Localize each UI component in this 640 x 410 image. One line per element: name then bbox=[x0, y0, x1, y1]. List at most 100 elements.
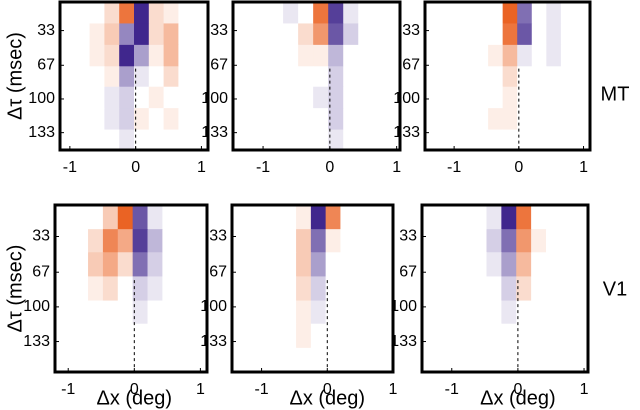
heatmap bbox=[251, 205, 393, 372]
heat-cell bbox=[313, 86, 329, 109]
heat-cell bbox=[162, 252, 178, 277]
heat-cell bbox=[325, 300, 341, 325]
heat-cell bbox=[283, 23, 299, 46]
heat-cell bbox=[502, 129, 518, 150]
heat-cell bbox=[471, 205, 487, 230]
heat-cell bbox=[444, 23, 460, 46]
heat-cell bbox=[73, 300, 89, 325]
heat-cell bbox=[355, 347, 371, 372]
heatmap bbox=[253, 2, 400, 150]
heat-cell bbox=[456, 229, 473, 253]
y-tick-label: 33 bbox=[209, 228, 227, 245]
y-tick-label: 133 bbox=[23, 333, 50, 350]
x-tick-label: 0 bbox=[323, 381, 332, 398]
heat-cell bbox=[502, 44, 518, 67]
x-tick-label: 0 bbox=[513, 381, 522, 398]
heat-cell bbox=[358, 66, 374, 88]
heat-cell bbox=[102, 252, 119, 277]
heat-cell bbox=[325, 276, 341, 302]
heat-cell bbox=[488, 129, 504, 150]
heat-cell bbox=[458, 23, 475, 46]
heat-cell bbox=[546, 44, 562, 67]
heat-cell bbox=[134, 129, 150, 150]
heat-cell bbox=[251, 347, 267, 372]
heat-cell bbox=[266, 229, 282, 253]
heat-cell bbox=[456, 347, 473, 372]
heat-cell bbox=[73, 252, 89, 277]
heat-cell bbox=[281, 252, 297, 277]
heat-cell bbox=[88, 205, 104, 230]
heat-cell bbox=[384, 300, 393, 325]
heat-cell bbox=[575, 108, 590, 131]
heat-cell bbox=[178, 129, 194, 150]
heat-cell bbox=[373, 23, 389, 46]
x-tick-label: -1 bbox=[445, 381, 459, 398]
x-tick-label: -1 bbox=[447, 159, 461, 176]
heat-cell bbox=[473, 129, 489, 150]
heat-cell bbox=[370, 252, 386, 277]
x-tick-label: 1 bbox=[579, 159, 588, 176]
heat-cell bbox=[560, 23, 576, 46]
heat-cell bbox=[283, 108, 299, 131]
heat-cell bbox=[560, 129, 576, 150]
heat-cell bbox=[328, 108, 344, 131]
panel-annotation: V1 bbox=[603, 278, 627, 300]
heat-cell bbox=[74, 129, 91, 150]
heat-cell bbox=[343, 108, 359, 131]
heat-cell bbox=[516, 300, 532, 325]
heat-cell bbox=[119, 2, 135, 24]
heat-cell bbox=[178, 23, 194, 46]
heat-cell bbox=[117, 347, 134, 372]
heat-cell bbox=[546, 2, 562, 24]
heat-cell bbox=[147, 252, 163, 277]
heat-cell bbox=[296, 347, 312, 372]
heat-cell bbox=[119, 44, 135, 67]
heat-cell bbox=[296, 205, 312, 230]
heat-cell bbox=[471, 229, 487, 253]
heat-cell bbox=[132, 252, 149, 277]
heat-cell bbox=[134, 2, 150, 24]
heat-cell bbox=[370, 276, 386, 302]
heat-cell bbox=[370, 205, 386, 230]
heat-cell bbox=[298, 108, 314, 131]
heat-cell bbox=[501, 229, 517, 253]
heat-cell bbox=[501, 347, 517, 372]
heat-cell bbox=[456, 276, 473, 302]
heat-cell bbox=[355, 205, 371, 230]
heat-cell bbox=[58, 229, 74, 253]
heat-cell bbox=[560, 347, 577, 372]
heat-cell bbox=[88, 252, 104, 277]
heat-cell bbox=[162, 229, 178, 253]
heat-cell bbox=[501, 300, 517, 325]
heat-cell bbox=[473, 86, 489, 109]
heat-cell bbox=[298, 44, 314, 67]
heat-cell bbox=[193, 108, 208, 131]
heat-cell bbox=[473, 44, 489, 67]
heat-cell bbox=[517, 108, 533, 131]
heat-cell bbox=[384, 205, 393, 230]
heat-cell bbox=[471, 300, 487, 325]
heat-cell bbox=[456, 252, 473, 277]
heat-cell bbox=[517, 2, 533, 24]
heat-cell bbox=[444, 108, 460, 131]
heat-cell bbox=[458, 86, 475, 109]
heat-cell bbox=[193, 66, 208, 88]
heat-cell bbox=[531, 276, 547, 302]
heat-cell bbox=[177, 205, 193, 230]
heat-cell bbox=[253, 66, 269, 88]
heat-cell bbox=[575, 2, 590, 24]
heat-cell bbox=[119, 129, 135, 150]
heat-cell bbox=[147, 347, 163, 372]
heat-cell bbox=[456, 323, 473, 349]
heat-cell bbox=[104, 129, 120, 150]
heat-cell bbox=[325, 205, 341, 230]
x-tick-label: 0 bbox=[325, 159, 334, 176]
heat-cell bbox=[298, 66, 314, 88]
heat-cell bbox=[163, 2, 179, 24]
heat-cell bbox=[192, 300, 207, 325]
heat-cell bbox=[119, 108, 135, 131]
heat-cell bbox=[253, 129, 269, 150]
heat-cell bbox=[132, 205, 149, 230]
heat-cell bbox=[104, 86, 120, 109]
heat-cell bbox=[458, 66, 475, 88]
